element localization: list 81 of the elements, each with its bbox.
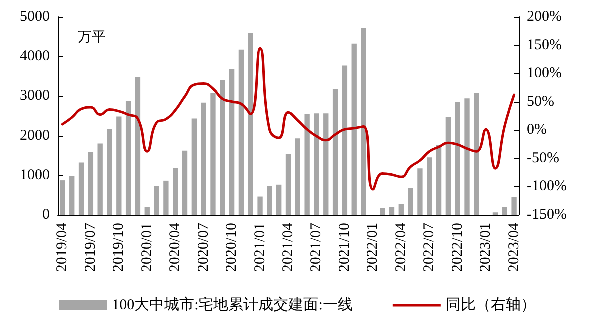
y2-tick-label: -50% [527,150,560,166]
line-series [61,47,516,191]
bar [304,114,310,215]
bar [192,118,198,215]
y-tick-label: 5000 [20,9,50,25]
x-tick-label: 2020/04 [168,222,184,272]
bar [78,162,84,215]
legend-label: 同比（右轴） [446,296,536,314]
bar [314,114,320,215]
y-tick-label: 1000 [20,167,50,184]
bar [88,152,94,215]
x-tick-label: 2022/01 [365,223,382,272]
y2-tick-label: -150% [527,207,567,223]
y-tick-label: 0 [42,207,50,223]
bar [126,101,132,215]
bar [398,204,404,215]
bar [116,116,122,215]
bar [173,168,178,215]
bar [135,77,141,215]
x-tick-label: 2022/04 [393,222,410,272]
bar [60,180,66,215]
x-tick-label: 2020/01 [139,223,156,272]
y-tick-label: 4000 [20,48,50,65]
x-tick-label: 2023/01 [478,223,494,272]
bar [380,208,386,215]
bar [474,93,480,215]
legend-label: 100大中城市:宅地累计成交建面:一线 [112,296,353,314]
y2-tick-label: -100% [527,178,567,195]
x-tick-label: 2021/01 [252,223,268,272]
x-tick-label: 2020/10 [224,223,240,272]
bar [512,197,517,215]
x-tick-label: 2021/04 [280,222,296,272]
bar [182,150,188,215]
bar [229,69,235,215]
y-tick-label: 2000 [20,128,50,144]
bar [352,44,357,215]
bar [324,114,329,215]
y2-tick-label: 150% [527,37,562,54]
bar [446,117,452,215]
y-axis-title: 万平 [78,30,106,46]
y2-tick-label: 50% [527,94,554,110]
bar [436,145,442,215]
bar [238,50,244,215]
y2-tick-label: 100% [527,66,562,82]
bar [502,207,508,215]
bar [154,186,160,215]
x-tick-label: 2021/10 [336,223,353,272]
bar [258,196,263,215]
bar [361,28,366,215]
x-tick-label: 2020/07 [196,222,212,272]
x-tick-label: 2019/10 [111,223,128,272]
bar [220,80,226,215]
bar [332,89,338,215]
bar [144,207,150,215]
x-tick-label: 2019/04 [54,222,71,272]
x-tick-label: 2022/10 [450,223,466,272]
bar [408,188,414,215]
bar [276,184,282,215]
y2-tick-label: 200% [527,9,562,25]
bar [70,176,75,215]
bar [427,158,432,215]
bar [342,66,348,215]
bar [164,180,169,215]
bar [210,93,216,215]
x-tick-label: 2019/07 [82,222,99,272]
x-tick-label: 2022/07 [422,222,438,272]
x-tick-label: 2023/04 [506,222,522,272]
bar [418,168,423,215]
bar [107,129,112,215]
y2-tick-label: 0% [527,122,547,138]
bar [98,144,103,215]
x-tick-label: 2021/07 [308,222,325,272]
bar [248,33,254,215]
bar [464,98,470,215]
y-tick-label: 3000 [20,88,50,104]
bar [455,102,460,215]
bar [286,154,292,215]
bar [295,138,300,215]
bar [201,102,206,215]
bar [389,207,395,215]
bar [267,186,272,215]
